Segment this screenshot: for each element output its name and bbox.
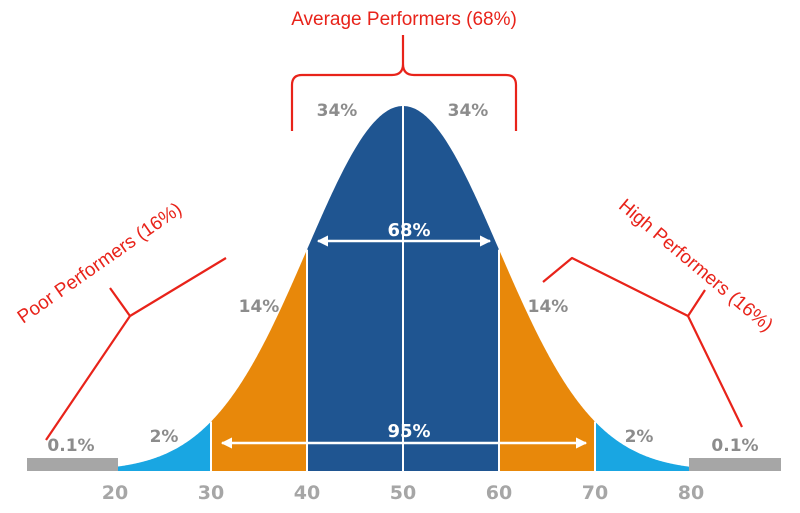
axis-tick-label: 80 [678,482,704,504]
average-performers-label: Average Performers (68%) [291,9,517,30]
axis-tick-label: 30 [198,482,224,504]
axis-tick-label: 70 [582,482,608,504]
axis-tick-label: 40 [294,482,320,504]
axis-tick-label: 60 [486,482,512,504]
center-right-label: 34% [448,101,489,121]
right-blue-label: 2% [625,427,654,447]
outer-span-label: 95% [387,421,430,442]
axis-tick-label: 50 [390,482,416,504]
high-performers-label: High Performers (16%) [614,195,776,336]
axis-tick-label: 20 [102,482,128,504]
left-blue-region [118,421,211,471]
left-orange-region [211,249,307,471]
right-orange-label: 14% [528,297,569,317]
high-brace [542,256,743,428]
left-tail-label: 0.1% [47,436,94,456]
left-tail-bar [27,458,118,471]
right-tail-bar [689,458,781,471]
axis-ticks: 20 30 40 50 60 70 80 [102,482,704,504]
left-orange-label: 14% [239,297,280,317]
average-brace [290,35,518,131]
right-orange-region [499,249,595,471]
left-blue-label: 2% [150,427,179,447]
inner-span-label: 68% [387,220,430,241]
poor-performers-label: Poor Performers (16%) [14,199,186,328]
center-left-label: 34% [317,101,358,121]
right-blue-region [595,421,689,471]
poor-brace [45,257,227,441]
right-tail-label: 0.1% [711,436,758,456]
